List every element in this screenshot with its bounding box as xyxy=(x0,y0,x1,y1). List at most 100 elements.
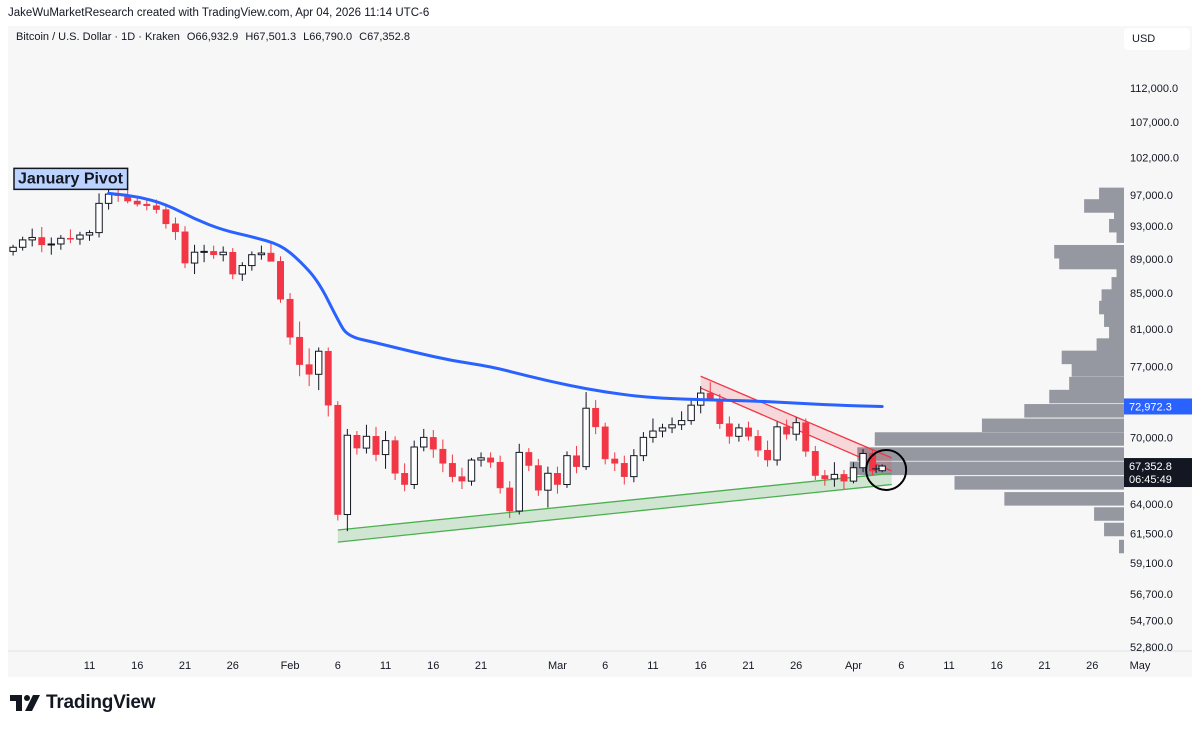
candle xyxy=(601,422,609,465)
time-tick-label: 11 xyxy=(647,660,658,672)
candle xyxy=(353,431,361,455)
support-channel-fill xyxy=(337,473,892,543)
crosshair-marker xyxy=(872,464,881,473)
candle-body xyxy=(18,239,27,248)
candle xyxy=(668,417,676,434)
candle xyxy=(305,348,313,387)
time-tick-label: Feb xyxy=(281,660,300,672)
candle-body xyxy=(190,251,199,264)
candle xyxy=(840,469,848,490)
candle xyxy=(811,445,819,480)
candle-body xyxy=(477,457,485,461)
candle xyxy=(658,423,667,438)
candle-body xyxy=(76,234,84,240)
support-trendline xyxy=(337,472,892,543)
candle xyxy=(735,423,743,442)
time-tick-label: 26 xyxy=(1086,660,1098,672)
candle-body xyxy=(735,427,743,437)
annotation-january-pivot: January Pivot xyxy=(13,167,129,191)
candle-body xyxy=(649,430,657,438)
legend-open: O66,932.9 xyxy=(186,31,239,43)
time-tick-label: May xyxy=(1130,660,1151,672)
candle xyxy=(28,228,36,247)
candle-body xyxy=(286,298,294,338)
time-tick-label: 26 xyxy=(790,660,802,672)
candle-body xyxy=(582,407,590,468)
price-tick-label: 64,000.0 xyxy=(1130,499,1173,511)
candle-body xyxy=(496,461,504,489)
volume-profile-bar xyxy=(1004,492,1124,506)
candle xyxy=(172,217,179,240)
currency-selector[interactable]: USD xyxy=(1124,28,1190,50)
time-tick-label: Apr xyxy=(845,660,862,672)
candle-body xyxy=(506,487,514,512)
candle-body xyxy=(267,252,275,262)
candle-body xyxy=(592,407,600,428)
candle xyxy=(725,416,733,444)
candle-body xyxy=(840,474,848,482)
candle xyxy=(95,193,103,238)
chart-pane[interactable]: January Pivot 112,000.0 107,000.0 102,000.0… xyxy=(8,26,1192,677)
volume-profile-bar xyxy=(1096,338,1124,352)
candle-body xyxy=(219,251,227,256)
candle-body xyxy=(381,440,390,456)
candle-body xyxy=(9,246,17,252)
candle xyxy=(162,204,170,229)
tradingview-logo-icon xyxy=(10,695,40,711)
candle xyxy=(869,449,877,476)
ma-value-label: 72,972.3 xyxy=(1124,398,1192,415)
price-chart[interactable]: January Pivot 112,000.0 107,000.0 102,000.0… xyxy=(8,26,1192,677)
candle xyxy=(238,262,247,281)
candle-body xyxy=(200,250,208,253)
tradingview-logo[interactable]: TradingView xyxy=(10,692,156,714)
volume-profile-bar xyxy=(1116,229,1124,243)
candle xyxy=(830,462,839,487)
candle-body xyxy=(764,449,771,461)
candle-body xyxy=(277,261,284,300)
time-tick-label: 16 xyxy=(695,660,707,672)
candle-body xyxy=(677,420,686,426)
candle-body xyxy=(792,422,800,435)
candle-body xyxy=(143,203,151,206)
candle-body xyxy=(353,435,361,449)
candle xyxy=(563,451,571,488)
price-tick-label: 70,000.0 xyxy=(1130,432,1173,444)
volume-profile-bar xyxy=(1109,325,1124,339)
candle-body xyxy=(601,426,609,460)
price-tick-label: 81,000.0 xyxy=(1130,324,1173,336)
candle-body xyxy=(448,463,456,477)
candle-body xyxy=(630,455,638,478)
candle xyxy=(515,443,523,515)
candle xyxy=(582,392,590,470)
candle-body xyxy=(420,436,428,448)
candle xyxy=(381,431,390,469)
candle xyxy=(410,440,418,490)
price-tick-label: 89,000.0 xyxy=(1130,254,1173,266)
candle xyxy=(181,226,189,269)
volume-profile-bar xyxy=(1104,313,1124,327)
candle-body xyxy=(830,473,839,480)
support-channel-upper xyxy=(337,472,892,531)
candle-body xyxy=(57,237,65,245)
candle-body xyxy=(821,475,829,480)
volume-profile-bar xyxy=(1101,289,1124,303)
candle xyxy=(391,436,399,480)
annotation-box xyxy=(13,167,129,191)
candle-body xyxy=(869,453,877,472)
candle xyxy=(687,399,695,425)
candle xyxy=(9,244,17,256)
candle-body xyxy=(133,200,141,205)
candle-body xyxy=(210,251,218,255)
volume-profile-bar xyxy=(1111,277,1124,291)
time-tick-label: 16 xyxy=(131,660,143,672)
candle xyxy=(277,256,284,303)
candle-body xyxy=(487,457,495,463)
candle xyxy=(525,448,533,472)
candle-body xyxy=(754,436,762,451)
support-channel-lower xyxy=(337,483,892,543)
candle-body xyxy=(410,446,418,486)
candle xyxy=(859,449,867,473)
chart-credit: JakeWuMarketResearch created with Tradin… xyxy=(8,7,430,19)
price-tick-label: 52,800.0 xyxy=(1130,642,1173,654)
candle-body xyxy=(745,427,752,437)
